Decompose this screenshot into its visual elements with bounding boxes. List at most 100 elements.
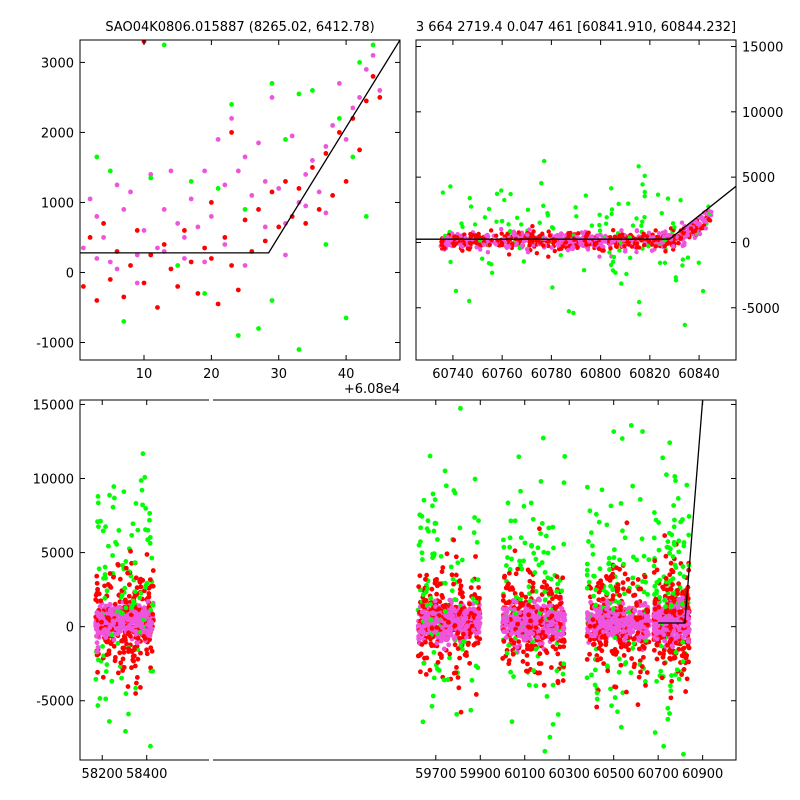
data-point	[474, 245, 479, 250]
data-point	[105, 615, 111, 621]
data-point	[418, 525, 424, 531]
x-tick-label: 59900	[460, 767, 501, 782]
data-point	[467, 240, 473, 246]
data-point	[612, 684, 617, 690]
data-point	[202, 291, 208, 296]
data-point	[519, 591, 524, 597]
data-point	[549, 245, 554, 250]
data-point	[425, 613, 430, 618]
data-point	[145, 527, 151, 533]
data-point	[458, 642, 464, 648]
data-point	[645, 609, 651, 615]
data-point	[133, 623, 139, 629]
data-point	[681, 645, 687, 651]
data-point	[475, 577, 481, 583]
data-point	[519, 222, 524, 227]
plot-area	[93, 400, 704, 760]
data-point	[416, 584, 422, 590]
data-point	[141, 280, 147, 286]
data-point	[497, 243, 503, 248]
data-point	[528, 636, 533, 642]
data-point	[370, 74, 376, 79]
data-point	[625, 576, 631, 582]
data-point	[420, 719, 426, 725]
data-point	[131, 658, 137, 664]
data-point	[555, 712, 561, 717]
data-point	[513, 599, 519, 605]
data-point	[609, 207, 615, 212]
data-point	[653, 228, 658, 233]
data-point	[135, 635, 141, 641]
data-point	[585, 231, 590, 236]
data-point	[429, 625, 435, 631]
data-point	[652, 558, 658, 564]
data-point	[516, 454, 522, 460]
data-point	[639, 536, 645, 542]
data-point	[622, 249, 628, 254]
data-point	[686, 532, 692, 538]
data-point	[102, 564, 108, 570]
data-point	[452, 623, 458, 628]
data-point	[555, 678, 561, 684]
data-point	[133, 501, 139, 506]
data-point	[442, 608, 448, 614]
y-tick-label: 0	[66, 621, 74, 636]
data-point	[436, 606, 442, 612]
data-point	[652, 606, 658, 612]
data-point	[256, 326, 261, 331]
data-point	[549, 225, 555, 230]
data-point	[530, 223, 535, 229]
data-point	[524, 629, 529, 635]
data-point	[547, 233, 553, 238]
data-point	[663, 575, 669, 581]
data-point	[429, 703, 435, 709]
data-point	[581, 268, 587, 273]
data-point	[453, 288, 459, 294]
data-point	[107, 492, 112, 498]
data-point	[473, 692, 479, 697]
data-point	[693, 218, 699, 224]
data-point	[101, 221, 106, 226]
data-point	[470, 596, 476, 601]
data-point	[95, 519, 100, 525]
data-point	[663, 579, 669, 585]
data-point	[129, 665, 134, 671]
data-point	[630, 554, 636, 560]
data-point	[523, 594, 529, 600]
data-point	[423, 622, 429, 628]
data-point	[518, 628, 523, 634]
data-point	[533, 683, 539, 689]
data-point	[622, 571, 628, 577]
data-point	[427, 453, 433, 459]
data-point	[626, 628, 631, 633]
data-point	[516, 230, 521, 235]
data-point	[601, 661, 607, 667]
data-point	[614, 649, 620, 655]
data-point	[323, 210, 329, 216]
data-point	[535, 545, 541, 551]
data-point	[420, 630, 426, 636]
x-tick-label: 58200	[82, 767, 123, 782]
data-point	[434, 625, 440, 630]
data-point	[425, 586, 430, 591]
data-point	[506, 222, 511, 227]
data-point	[671, 524, 677, 530]
data-point	[559, 631, 565, 637]
data-point	[654, 642, 660, 648]
data-point	[451, 488, 457, 493]
data-point	[502, 573, 508, 579]
data-point	[512, 518, 518, 524]
data-point	[670, 554, 676, 560]
data-point	[460, 248, 465, 253]
data-point	[129, 625, 135, 631]
data-point	[655, 192, 661, 197]
data-point	[521, 259, 527, 264]
data-point	[662, 533, 668, 539]
data-point	[459, 244, 465, 250]
data-point	[195, 291, 201, 296]
data-point	[103, 669, 109, 674]
data-point	[202, 245, 208, 251]
data-point	[505, 607, 510, 613]
data-point	[680, 639, 686, 645]
data-point	[635, 577, 641, 582]
